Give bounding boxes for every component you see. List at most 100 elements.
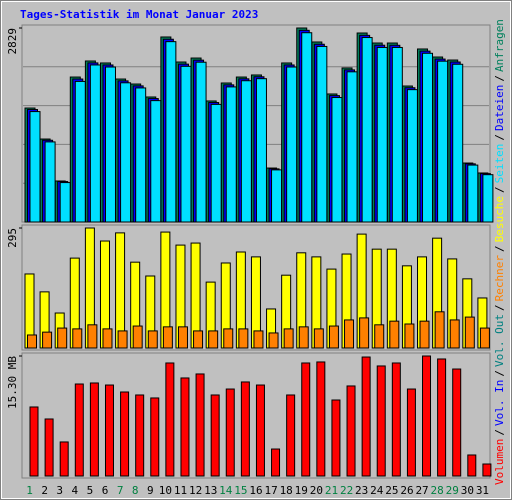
bar — [452, 368, 462, 477]
y-tick-label: 2829 — [6, 28, 19, 55]
bar — [255, 78, 267, 223]
bar — [437, 358, 447, 477]
bar — [391, 46, 403, 223]
bar — [404, 323, 415, 349]
bar — [283, 328, 294, 349]
bar — [120, 82, 132, 223]
bar — [225, 86, 237, 223]
x-tick-label: 6 — [102, 484, 109, 497]
bar — [210, 394, 220, 477]
bar — [44, 141, 56, 223]
bar — [376, 365, 386, 477]
bar — [89, 382, 99, 477]
bar — [437, 60, 449, 223]
bar — [328, 325, 339, 349]
bar — [313, 328, 324, 349]
x-tick-label: 30 — [461, 484, 474, 497]
x-tick-label: 19 — [295, 484, 308, 497]
bar — [72, 328, 83, 349]
legend-entry: Vol. In — [493, 380, 506, 426]
bar — [59, 182, 71, 223]
bar — [286, 66, 298, 223]
bar — [271, 169, 283, 223]
bar — [406, 89, 418, 223]
bar — [102, 328, 113, 349]
x-tick-label: 23 — [355, 484, 368, 497]
bar — [482, 174, 494, 223]
bar — [344, 319, 355, 349]
bar — [434, 311, 445, 349]
bar — [180, 65, 192, 223]
x-tick-label: 21 — [325, 484, 338, 497]
bar — [29, 111, 41, 223]
bar — [57, 327, 68, 349]
bar — [467, 454, 477, 477]
chart-title: Tages-Statistik im Monat Januar 2023 — [20, 8, 258, 21]
bar — [389, 320, 400, 349]
bar — [104, 384, 114, 477]
bar — [165, 362, 175, 477]
bar — [29, 406, 39, 477]
bar — [316, 361, 326, 477]
bar — [165, 41, 177, 223]
x-tick-label: 28 — [431, 484, 444, 497]
legend-separator: / — [493, 370, 506, 377]
legend-separator: / — [493, 304, 506, 311]
x-tick-label: 2 — [41, 484, 48, 497]
bar — [208, 330, 219, 349]
bar — [104, 66, 116, 223]
bar — [238, 328, 249, 349]
bar — [359, 317, 370, 349]
legend: Volumen / Vol. In / Vol. Out / Rechner / Besuche… — [493, 19, 506, 485]
y-tick-label: 295 — [6, 228, 19, 248]
x-tick-label: 31 — [476, 484, 489, 497]
bar — [422, 52, 434, 223]
bar — [301, 362, 311, 477]
x-tick-label: 14 — [219, 484, 233, 497]
bar — [268, 332, 279, 349]
x-tick-label: 12 — [189, 484, 202, 497]
bar — [147, 330, 158, 349]
bar — [162, 326, 173, 349]
legend-entry: Volumen — [493, 439, 506, 485]
bar — [150, 397, 160, 477]
bar — [225, 388, 235, 477]
legend-separator: / — [493, 134, 506, 141]
bar — [195, 61, 207, 223]
x-tick-label: 17 — [264, 484, 277, 497]
bar — [467, 164, 479, 223]
legend-entry: Dateien — [493, 85, 506, 131]
x-tick-label: 11 — [174, 484, 187, 497]
bar — [150, 100, 162, 223]
bar — [361, 356, 371, 477]
x-tick-label: 13 — [204, 484, 217, 497]
bar — [117, 330, 128, 349]
bar — [253, 330, 264, 349]
x-tick-label: 25 — [385, 484, 398, 497]
bar — [449, 319, 460, 349]
bar — [331, 399, 341, 477]
bar — [406, 388, 416, 477]
x-tick-label: 16 — [249, 484, 262, 497]
x-tick-label: 15 — [234, 484, 247, 497]
bar — [376, 46, 388, 223]
y-tick-label: 15.30 MB — [6, 356, 19, 409]
legend-entry: Besuche — [493, 196, 506, 242]
bar — [346, 71, 358, 223]
bar — [479, 327, 490, 349]
x-tick-label: 5 — [87, 484, 94, 497]
bar — [301, 32, 313, 223]
x-tick-label: 27 — [415, 484, 428, 497]
bar — [180, 377, 190, 477]
x-tick-label: 8 — [132, 484, 139, 497]
legend-entry: Anfragen — [493, 19, 506, 72]
bar — [135, 394, 145, 477]
bar — [286, 394, 296, 477]
bar — [298, 326, 309, 349]
bar — [177, 326, 188, 349]
bar — [419, 320, 430, 349]
bar — [422, 355, 432, 477]
